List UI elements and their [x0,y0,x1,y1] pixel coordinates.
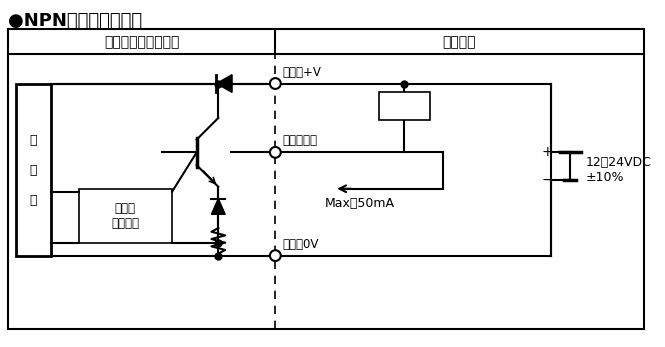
Bar [378,92,430,120]
Text: 过电流
保护电路: 过电流 保护电路 [111,202,140,230]
Bar [78,189,172,243]
Bar [8,29,644,329]
Circle shape [270,78,281,89]
Polygon shape [216,75,232,92]
Text: Max：50mA: Max：50mA [325,197,394,210]
Bar [16,84,51,256]
Text: −: − [542,173,554,187]
Text: ±10%: ±10% [586,171,624,184]
Text: 光电传感器内部电路: 光电传感器内部电路 [104,35,180,49]
Circle shape [270,147,281,158]
Text: （黑）输出: （黑）输出 [282,134,317,147]
Text: 主

回

路: 主 回 路 [30,134,37,206]
Text: （棕）+V: （棕）+V [282,66,321,79]
Text: 12－24VDC: 12－24VDC [586,156,652,169]
Circle shape [270,250,281,261]
Text: ●NPN集电极开路输出: ●NPN集电极开路输出 [8,12,142,30]
Text: 外部连接: 外部连接 [442,35,476,49]
Polygon shape [211,198,225,214]
Text: （蓝）0V: （蓝）0V [282,238,319,251]
Text: +: + [542,145,554,159]
Text: 负载: 负载 [396,100,412,113]
